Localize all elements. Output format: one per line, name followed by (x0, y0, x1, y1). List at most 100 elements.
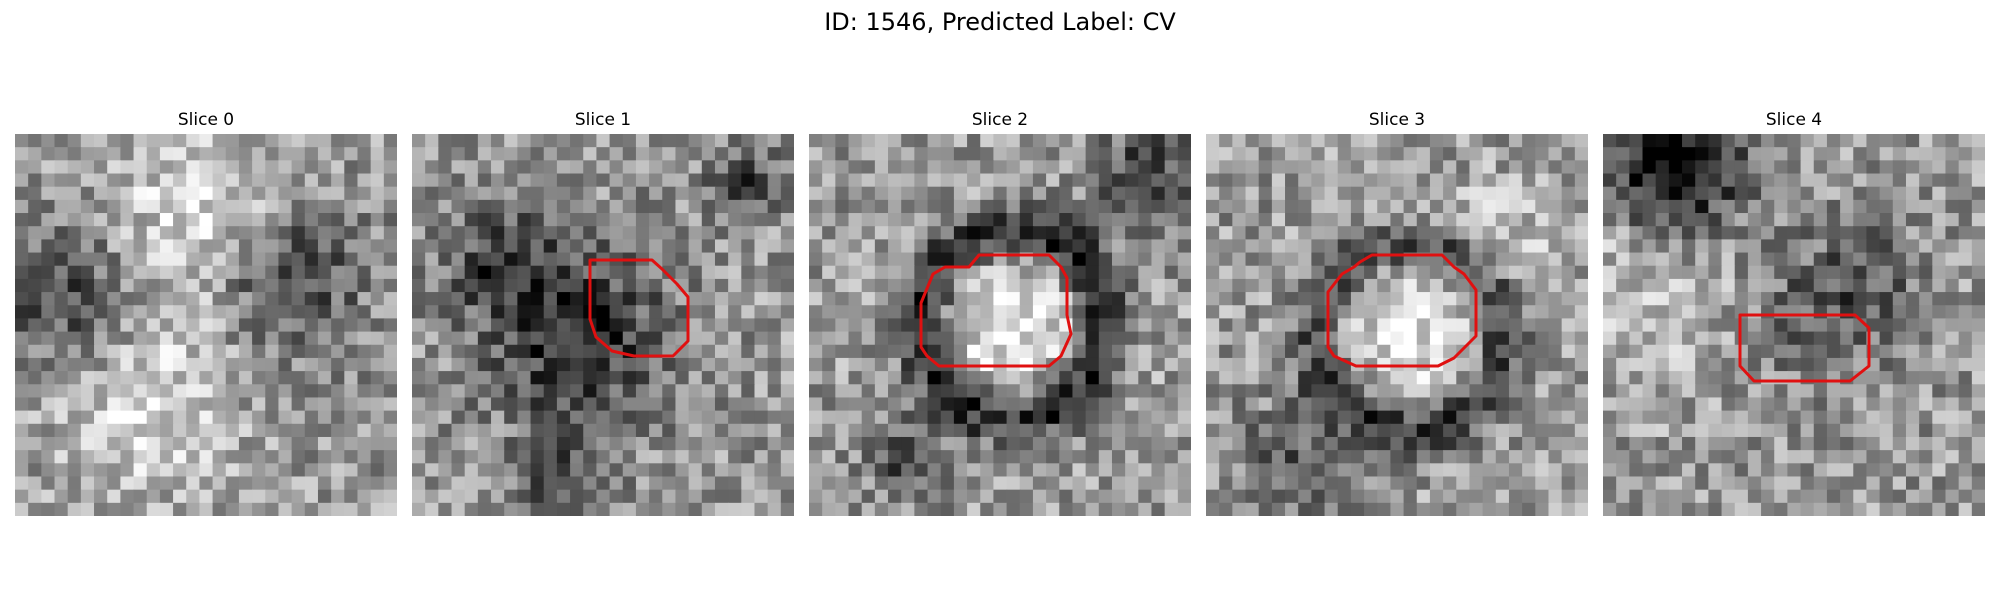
pixel-cell (1311, 252, 1326, 267)
pixel-cell (556, 265, 571, 280)
pixel-cell (1668, 489, 1683, 504)
pixel-cell (357, 265, 372, 280)
pixel-cell (1006, 436, 1021, 451)
pixel-cell (1919, 134, 1933, 148)
pixel-cell (517, 134, 532, 148)
pixel-cell (596, 371, 611, 385)
pixel-cell (583, 502, 598, 516)
pixel-cell (1548, 160, 1563, 175)
pixel-cell (556, 502, 571, 516)
pixel-cell (504, 147, 518, 161)
pixel-cell (780, 331, 794, 346)
pixel-cell (291, 397, 306, 412)
pixel-cell (953, 252, 968, 267)
pixel-cell (1443, 239, 1457, 254)
pixel-cell (596, 476, 611, 491)
pixel-cell (543, 331, 558, 346)
pixel-cell (80, 384, 95, 399)
pixel-cell (80, 331, 95, 346)
pixel-cell (609, 305, 624, 320)
pixel-cell (1059, 186, 1074, 201)
pixel-cell (1006, 423, 1021, 438)
pixel-cell (1456, 213, 1471, 227)
pixel-cell (1258, 305, 1273, 320)
pixel-cell (767, 292, 782, 306)
pixel-cell (1747, 450, 1762, 464)
pixel-cell (133, 252, 148, 267)
pixel-cell (1311, 371, 1326, 385)
pixel-cell (1721, 450, 1736, 464)
pixel-cell (848, 476, 863, 491)
pixel-cell (15, 186, 29, 201)
pixel-cell (1787, 160, 1802, 175)
pixel-cell (1232, 226, 1247, 240)
pixel-cell (1245, 450, 1260, 464)
pixel-cell (754, 384, 769, 399)
pixel-cell (861, 147, 876, 161)
pixel-cell (173, 331, 187, 346)
pixel-cell (1429, 463, 1444, 478)
pixel-cell (54, 502, 69, 516)
pixel-cell (1905, 463, 1920, 478)
pixel-cell (701, 463, 716, 478)
pixel-cell (1682, 199, 1696, 214)
pixel-cell (741, 173, 756, 188)
pixel-cell (1059, 173, 1074, 188)
pixel-cell (609, 371, 624, 385)
pixel-cell (107, 423, 121, 438)
pixel-cell (383, 160, 397, 175)
pixel-cell (15, 265, 29, 280)
pixel-cell (1535, 463, 1550, 478)
pixel-cell (438, 213, 453, 227)
pixel-cell (451, 357, 466, 372)
pixel-cell (1774, 344, 1789, 359)
pixel-cell (728, 134, 742, 148)
pixel-cell (15, 213, 29, 227)
pixel-cell (1905, 147, 1920, 161)
pixel-cell (477, 305, 492, 320)
pixel-cell (809, 331, 823, 346)
pixel-cell (80, 173, 95, 188)
pixel-cell (649, 305, 663, 320)
pixel-cell (649, 463, 663, 478)
pixel-cell (767, 450, 782, 464)
pixel-cell (451, 397, 466, 412)
pixel-cell (67, 423, 82, 438)
pixel-cell (1377, 305, 1392, 320)
pixel-cell (767, 384, 782, 399)
pixel-cell (1072, 371, 1087, 385)
pixel-cell (1350, 160, 1365, 175)
pixel-cell (41, 213, 56, 227)
pixel-cell (1879, 450, 1894, 464)
pixel-cell (1905, 213, 1920, 227)
pixel-cell (1469, 344, 1484, 359)
pixel-cell (186, 186, 201, 201)
pixel-cell (1390, 397, 1405, 412)
pixel-cell (252, 239, 266, 254)
pixel-cell (1046, 239, 1060, 254)
pixel-cell (1522, 423, 1536, 438)
pixel-cell (1298, 450, 1312, 464)
pixel-cell (1019, 134, 1034, 148)
pixel-cell (1377, 278, 1392, 293)
pixel-cell (1574, 278, 1588, 293)
pixel-cell (1708, 357, 1723, 372)
pixel-cell (675, 436, 690, 451)
panel-slice-2: Slice 2 (809, 110, 1191, 516)
pixel-cell (1695, 476, 1709, 491)
pixel-cell (199, 173, 214, 188)
pixel-cell (1853, 239, 1868, 254)
pixel-cell (41, 463, 56, 478)
pixel-cell (1813, 344, 1828, 359)
pixel-cell (767, 226, 782, 240)
pixel-cell (1668, 318, 1683, 333)
pixel-cell (278, 410, 293, 425)
pixel-cell (1258, 199, 1273, 214)
pixel-cell (252, 397, 266, 412)
pixel-cell (464, 305, 479, 320)
pixel-cell (1787, 397, 1802, 412)
pixel-cell (1695, 305, 1709, 320)
pixel-cell (41, 134, 56, 148)
pixel-cell (1695, 397, 1709, 412)
pixel-cell (317, 292, 332, 306)
